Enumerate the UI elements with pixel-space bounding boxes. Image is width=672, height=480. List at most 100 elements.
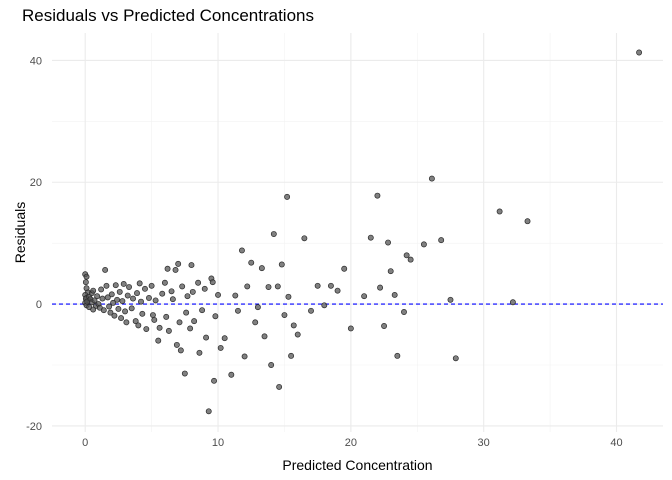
data-point	[288, 352, 295, 359]
data-point	[391, 291, 398, 298]
data-point	[111, 312, 118, 319]
y-tick-label: 0	[36, 299, 42, 311]
data-point	[268, 362, 275, 368]
data-point	[146, 295, 152, 301]
data-point	[169, 296, 176, 303]
data-point	[327, 282, 334, 289]
data-point	[381, 323, 388, 329]
x-tick-label: 10	[212, 437, 224, 449]
data-point	[238, 247, 245, 254]
data-point	[83, 273, 90, 280]
data-point	[136, 280, 143, 287]
data-point	[374, 192, 381, 199]
data-point	[447, 296, 454, 303]
data-point	[168, 288, 175, 295]
data-point	[82, 279, 89, 286]
data-point	[212, 313, 219, 320]
x-tick-label: 20	[345, 437, 357, 449]
data-point	[428, 175, 435, 182]
data-point	[102, 267, 109, 273]
data-point	[152, 297, 159, 304]
data-point	[203, 334, 210, 341]
data-point	[420, 241, 427, 248]
data-point	[270, 231, 277, 237]
data-point	[143, 326, 150, 333]
data-point	[156, 324, 163, 331]
data-point	[211, 377, 217, 384]
data-point	[184, 293, 191, 300]
data-point	[509, 299, 516, 306]
data-point	[217, 344, 224, 351]
data-point	[155, 337, 162, 344]
data-point	[377, 284, 384, 291]
data-point	[98, 286, 105, 293]
data-point	[104, 294, 111, 301]
x-tick-label: 30	[478, 437, 490, 449]
y-tick-label: 20	[30, 177, 42, 189]
data-point	[401, 309, 407, 315]
data-point	[524, 218, 531, 225]
data-point	[274, 283, 281, 290]
data-point	[258, 265, 265, 272]
data-point	[334, 287, 341, 294]
data-point	[636, 49, 643, 56]
data-point	[261, 333, 268, 340]
data-point	[278, 261, 285, 268]
tick-label-layer: 0 10 20 30 40 -20 0 20 40	[26, 55, 623, 449]
data-point	[367, 234, 374, 241]
data-point	[110, 299, 117, 306]
data-point	[284, 193, 291, 200]
data-point	[394, 352, 401, 359]
data-point	[294, 331, 301, 338]
data-point	[244, 283, 251, 290]
data-point	[124, 292, 131, 299]
y-tick-label: 40	[30, 55, 42, 67]
data-point	[221, 335, 228, 342]
data-point	[106, 303, 113, 310]
data-point	[290, 322, 297, 329]
data-point	[164, 265, 171, 272]
data-point	[265, 284, 272, 290]
data-point	[118, 315, 125, 322]
data-point	[321, 302, 328, 309]
data-point	[248, 259, 255, 266]
data-point	[107, 309, 114, 316]
data-point	[215, 291, 221, 298]
data-point	[163, 313, 170, 320]
data-point	[201, 285, 208, 292]
data-point	[148, 282, 155, 289]
data-point	[285, 293, 292, 300]
data-point	[347, 325, 354, 332]
data-point	[191, 318, 198, 325]
data-point	[254, 304, 261, 311]
data-point	[175, 260, 182, 267]
chart-title: Residuals vs Predicted Concentrations	[22, 6, 314, 25]
x-tick-label: 40	[610, 437, 622, 449]
data-point	[308, 307, 314, 314]
data-point	[126, 284, 132, 290]
data-point	[151, 316, 158, 323]
grid-layer	[52, 33, 663, 432]
data-point	[228, 371, 235, 378]
data-point	[252, 319, 259, 326]
data-point	[90, 306, 97, 313]
data-point	[341, 265, 348, 272]
data-point	[116, 288, 123, 295]
data-point	[115, 305, 122, 312]
data-point	[120, 281, 127, 287]
data-point	[112, 282, 119, 289]
data-point	[177, 347, 184, 354]
data-point	[130, 295, 136, 302]
data-point	[103, 282, 110, 289]
data-point	[235, 307, 241, 314]
data-point	[139, 310, 146, 317]
x-axis-title: Predicted Concentration	[282, 457, 432, 473]
data-point	[122, 308, 129, 315]
data-point	[403, 252, 410, 259]
data-point	[134, 290, 140, 297]
data-point	[179, 283, 186, 290]
y-axis-title: Residuals	[12, 202, 28, 263]
data-point	[187, 325, 194, 332]
data-point	[132, 318, 139, 325]
